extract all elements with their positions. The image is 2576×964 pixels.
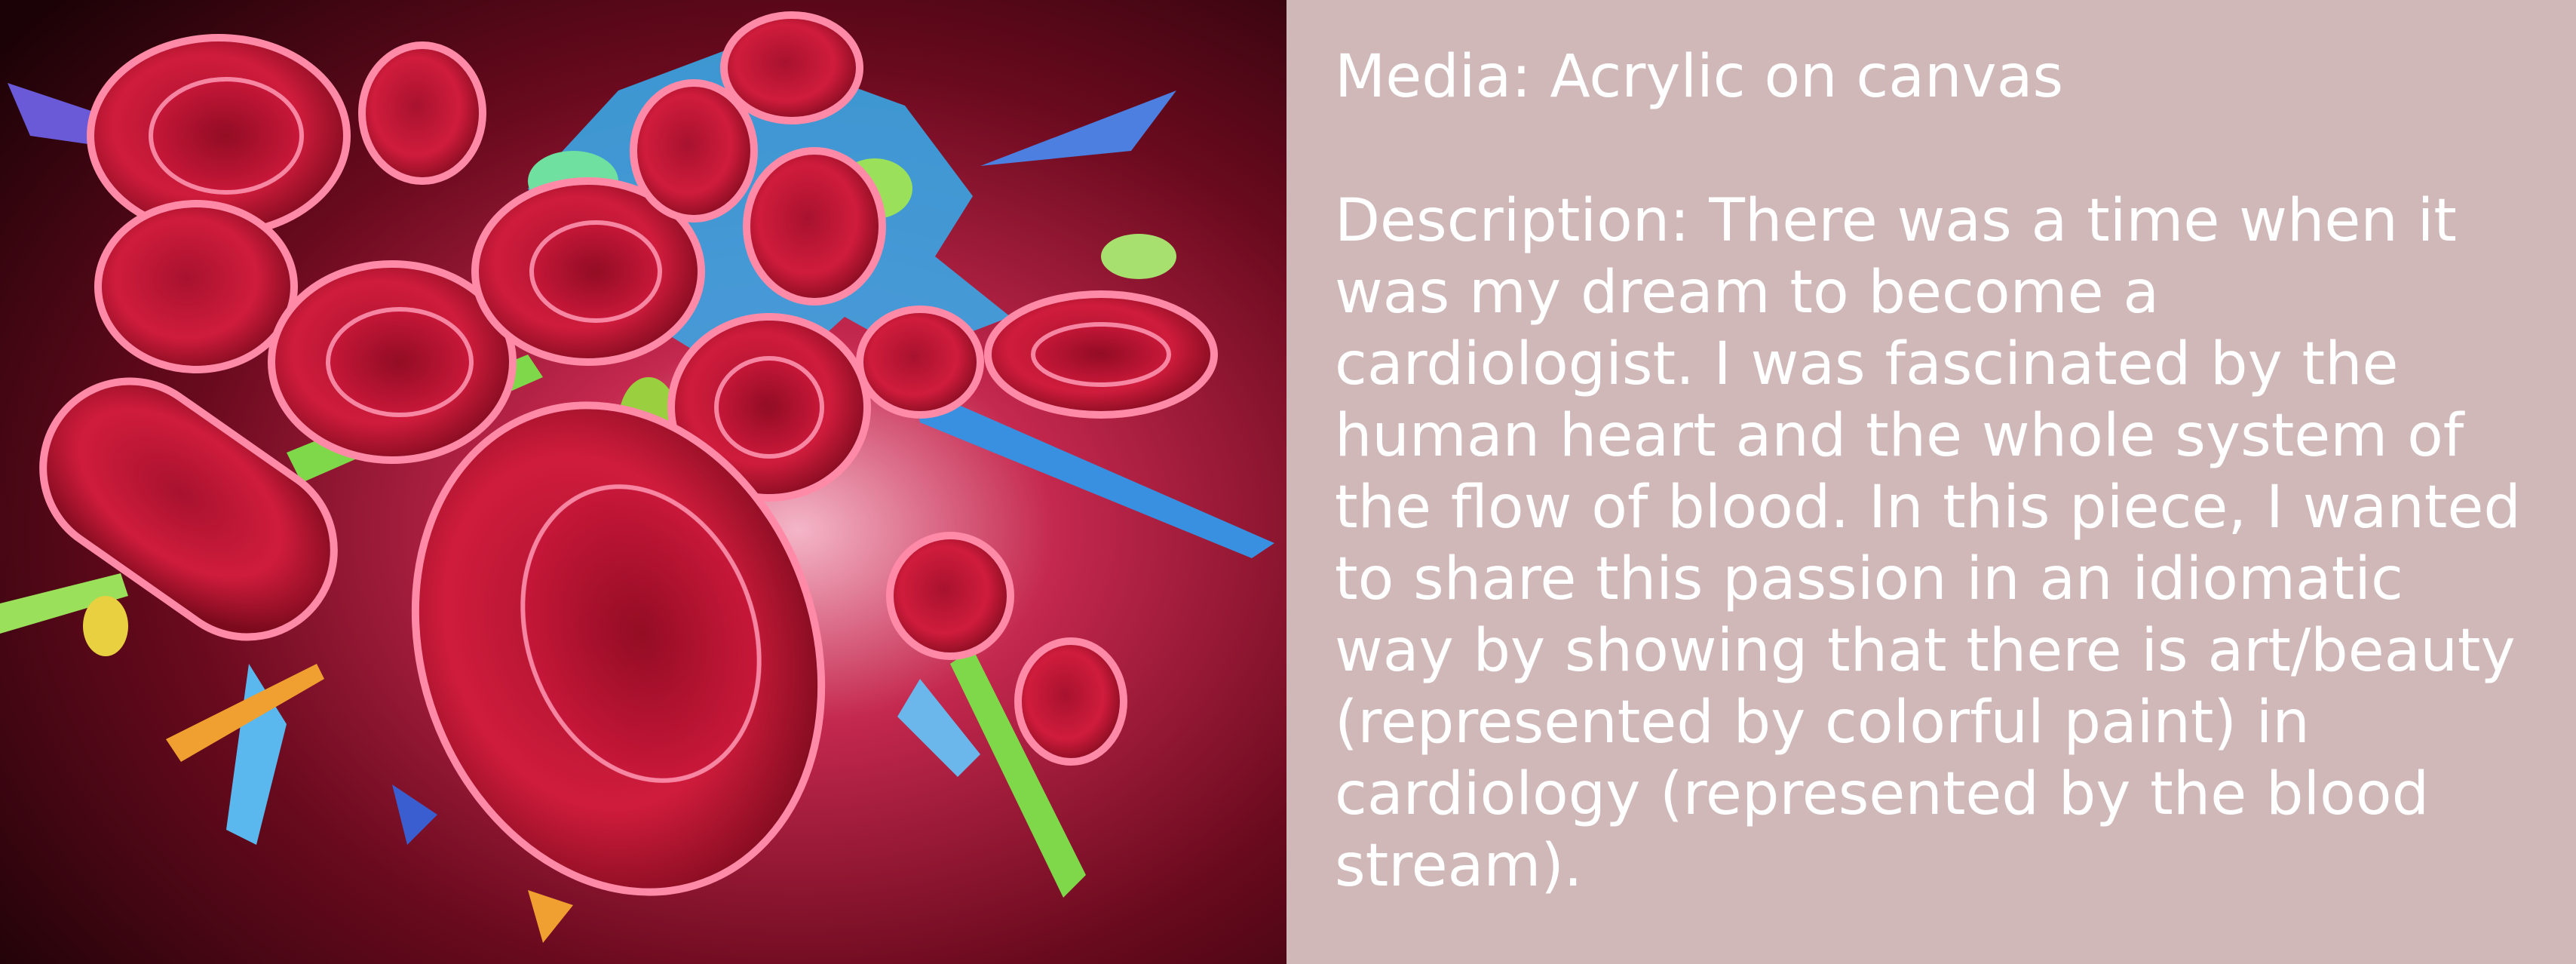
description-text: Description: There was a time when it wa… [1335,187,2521,900]
description-panel: Media: Acrylic on canvas Description: Th… [1286,0,2576,964]
painting-image [0,0,1286,964]
paragraph-spacer [1335,113,2523,186]
painting-graphic [0,0,1286,964]
media-text: Media: Acrylic on canvas [1335,43,2064,111]
